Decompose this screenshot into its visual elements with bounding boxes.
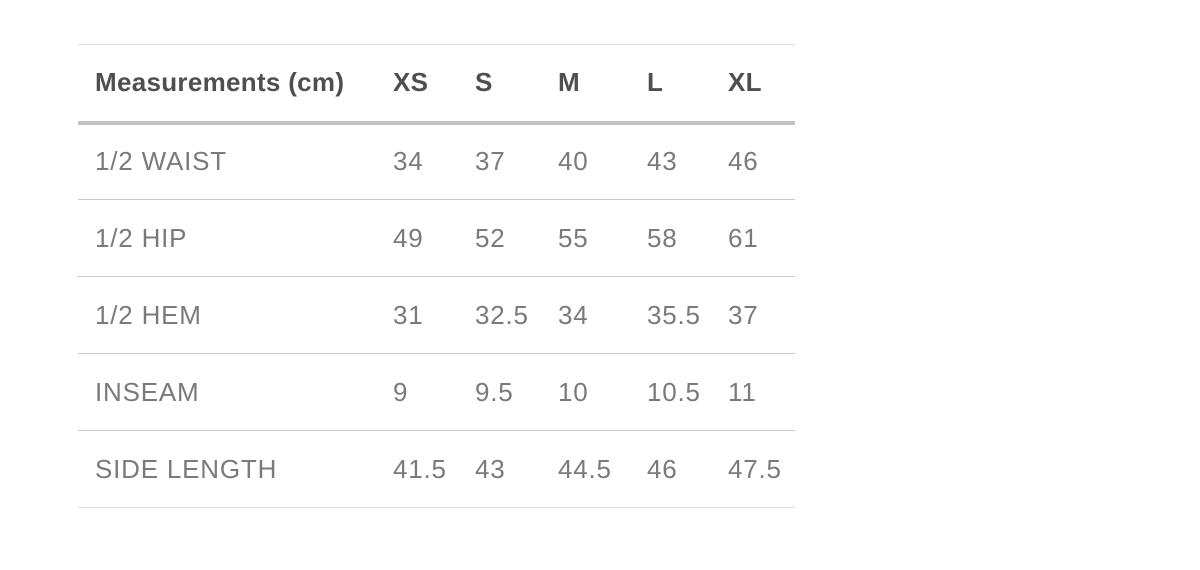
table-row-half-hem: 1/2 HEM 31 32.5 34 35.5 37 (78, 277, 795, 354)
cell-half-hip-xs: 49 (393, 222, 424, 253)
cell-inseam-l: 10.5 (647, 376, 701, 407)
cell-side-length-xl: 47.5 (728, 453, 782, 484)
column-header-measurements: Measurements (cm) (95, 67, 345, 98)
cell-half-waist-m: 40 (558, 146, 589, 177)
cell-half-hip-xl: 61 (728, 222, 759, 253)
size-chart-table: Measurements (cm) XS S M L XL 1/2 WAIST … (78, 44, 795, 508)
column-header-xl: XL (728, 67, 762, 98)
table-header-row: Measurements (cm) XS S M L XL (78, 44, 795, 123)
cell-inseam-xl: 11 (728, 376, 757, 407)
cell-half-waist-xs: 34 (393, 146, 424, 177)
cell-side-length-l: 46 (647, 453, 678, 484)
row-label-half-waist: 1/2 WAIST (95, 146, 227, 177)
column-header-l: L (647, 67, 664, 98)
cell-side-length-xs: 41.5 (393, 453, 447, 484)
cell-inseam-m: 10 (558, 376, 589, 407)
row-label-inseam: INSEAM (95, 376, 200, 407)
cell-half-hip-m: 55 (558, 222, 589, 253)
cell-inseam-xs: 9 (393, 376, 409, 407)
cell-inseam-s: 9.5 (475, 376, 514, 407)
cell-half-hip-l: 58 (647, 222, 678, 253)
cell-half-hem-xl: 37 (728, 299, 759, 330)
cell-half-hem-l: 35.5 (647, 299, 701, 330)
cell-side-length-s: 43 (475, 453, 506, 484)
cell-half-waist-s: 37 (475, 146, 506, 177)
cell-half-hem-m: 34 (558, 299, 589, 330)
table-row-inseam: INSEAM 9 9.5 10 10.5 11 (78, 354, 795, 431)
cell-half-waist-xl: 46 (728, 146, 759, 177)
cell-half-hip-s: 52 (475, 222, 506, 253)
row-label-side-length: SIDE LENGTH (95, 453, 278, 484)
column-header-s: S (475, 67, 493, 98)
table-row-side-length: SIDE LENGTH 41.5 43 44.5 46 47.5 (78, 431, 795, 508)
table-row-half-waist: 1/2 WAIST 34 37 40 43 46 (78, 123, 795, 200)
cell-side-length-m: 44.5 (558, 453, 612, 484)
cell-half-hem-xs: 31 (393, 299, 424, 330)
column-header-m: M (558, 67, 580, 98)
cell-half-waist-l: 43 (647, 146, 678, 177)
row-label-half-hip: 1/2 HIP (95, 222, 188, 253)
row-label-half-hem: 1/2 HEM (95, 299, 202, 330)
cell-half-hem-s: 32.5 (475, 299, 529, 330)
table-row-half-hip: 1/2 HIP 49 52 55 58 61 (78, 200, 795, 277)
column-header-xs: XS (393, 67, 429, 98)
